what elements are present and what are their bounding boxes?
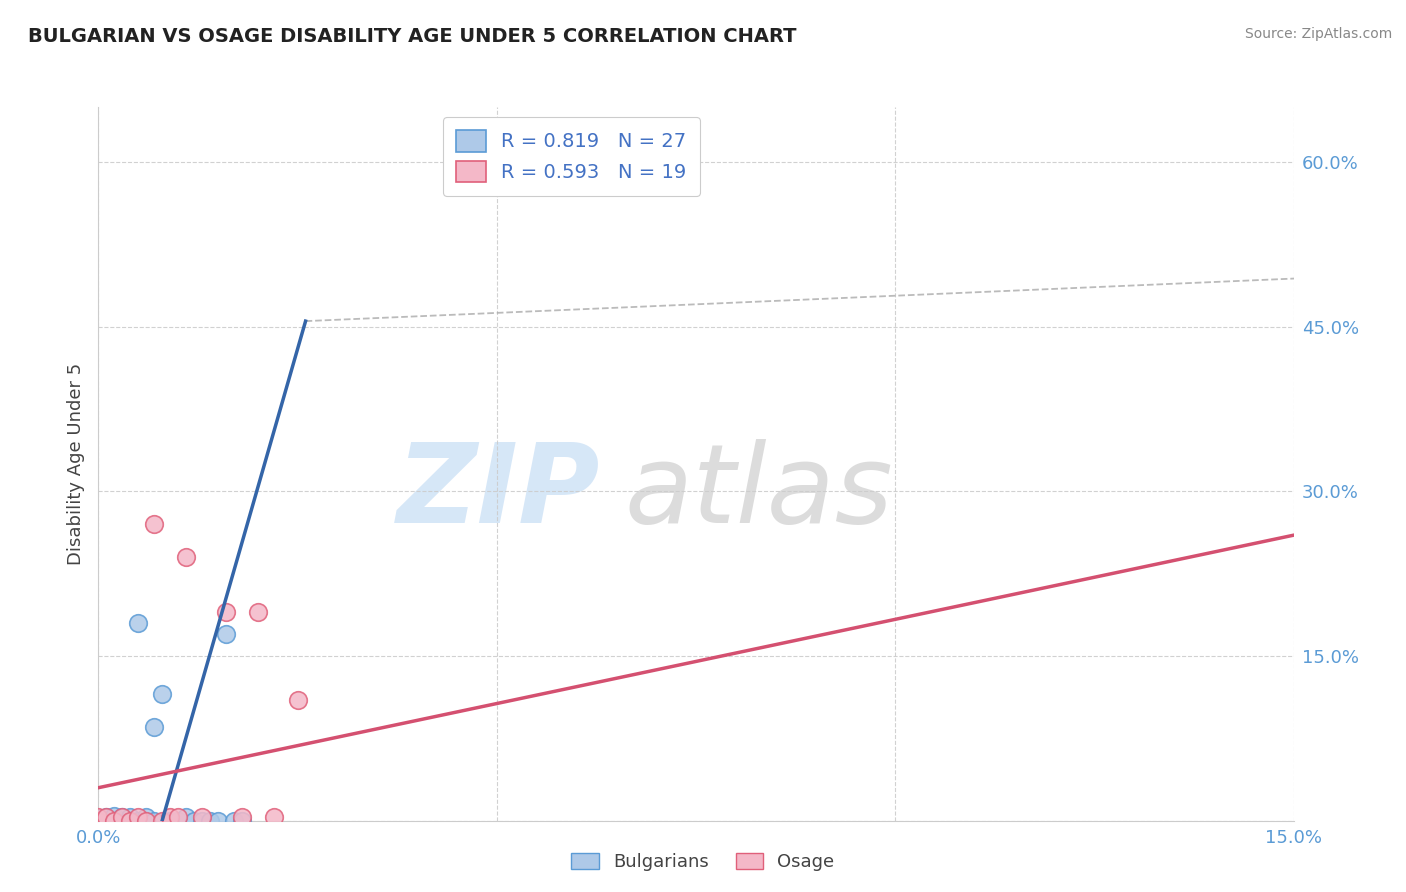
Point xyxy=(127,615,149,630)
Legend: R = 0.819   N = 27, R = 0.593   N = 19: R = 0.819 N = 27, R = 0.593 N = 19 xyxy=(443,117,700,196)
Point xyxy=(87,810,110,824)
Point xyxy=(87,814,110,828)
Point xyxy=(231,814,253,828)
Point xyxy=(167,814,190,828)
Point xyxy=(135,814,157,828)
Point xyxy=(198,814,221,828)
Point xyxy=(143,517,166,532)
Point xyxy=(183,814,205,828)
Point xyxy=(120,814,142,828)
Point xyxy=(120,810,142,824)
Point xyxy=(215,605,238,619)
Point xyxy=(87,812,110,826)
Point xyxy=(103,814,125,828)
Point xyxy=(103,814,125,828)
Point xyxy=(174,810,197,824)
Text: atlas: atlas xyxy=(624,439,893,546)
Point xyxy=(191,810,214,824)
Point xyxy=(191,814,214,828)
Point xyxy=(120,814,142,828)
Point xyxy=(246,605,269,619)
Point xyxy=(127,814,149,828)
Point xyxy=(135,814,157,828)
Legend: Bulgarians, Osage: Bulgarians, Osage xyxy=(564,846,842,879)
Point xyxy=(222,814,245,828)
Point xyxy=(111,810,134,824)
Text: Source: ZipAtlas.com: Source: ZipAtlas.com xyxy=(1244,27,1392,41)
Point xyxy=(111,810,134,824)
Point xyxy=(174,550,197,565)
Point xyxy=(159,810,181,824)
Point xyxy=(150,814,173,828)
Point xyxy=(167,810,190,824)
Point xyxy=(87,814,110,828)
Point xyxy=(159,814,181,828)
Point xyxy=(215,627,238,641)
Point xyxy=(287,693,309,707)
Text: BULGARIAN VS OSAGE DISABILITY AGE UNDER 5 CORRELATION CHART: BULGARIAN VS OSAGE DISABILITY AGE UNDER … xyxy=(28,27,797,45)
Point xyxy=(135,810,157,824)
Point xyxy=(263,810,285,824)
Point xyxy=(143,814,166,828)
Point xyxy=(150,687,173,701)
Point xyxy=(231,810,253,824)
Point xyxy=(96,814,118,828)
Point xyxy=(127,810,149,824)
Point xyxy=(143,720,166,734)
Point xyxy=(96,810,118,824)
Point xyxy=(207,814,229,828)
Text: ZIP: ZIP xyxy=(396,439,600,546)
Point xyxy=(96,810,118,824)
Point xyxy=(111,814,134,828)
Point xyxy=(103,809,125,823)
Y-axis label: Disability Age Under 5: Disability Age Under 5 xyxy=(66,363,84,565)
